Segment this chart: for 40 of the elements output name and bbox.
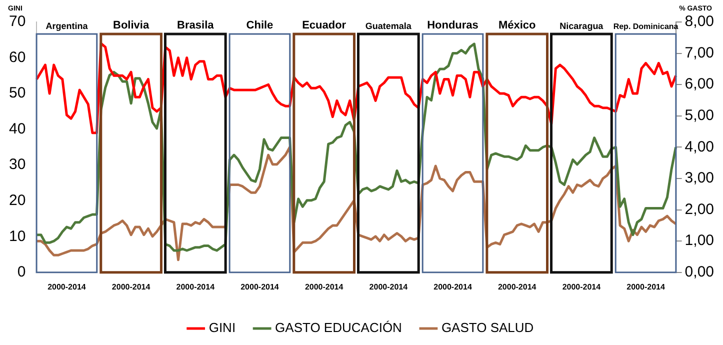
- annotation: Ecuador: [302, 20, 347, 32]
- x-tick-label: 2000-2014: [240, 282, 280, 292]
- y-tick-label: 10: [8, 228, 26, 245]
- y-tick-label: 20: [8, 192, 26, 209]
- annotation: Argentina: [46, 20, 89, 31]
- legend-label: GASTO SALUD: [441, 320, 534, 336]
- x-tick-label: 2000-2014: [112, 282, 151, 292]
- y2-tick-label: 4,00: [684, 138, 714, 156]
- y2-tick-label: 6,00: [684, 76, 714, 93]
- annotation: Rep. Dominicana: [613, 22, 679, 32]
- annotation: Nicaragua: [560, 20, 604, 31]
- legend-label: GINI: [208, 320, 236, 336]
- annotation: Bolivia: [113, 20, 150, 32]
- y2-tick-label: 3,00: [684, 170, 714, 187]
- x-tick-label: 2000-2014: [304, 282, 344, 292]
- annotation: Chile: [246, 20, 274, 32]
- annotation: Brasila: [177, 20, 215, 32]
- x-tick-label: 2000-2014: [562, 282, 602, 292]
- y2-tick-label: 0,00: [684, 264, 714, 281]
- y2-tick-label: 7,00: [684, 44, 714, 62]
- y2-tick-label: 2,00: [684, 200, 714, 218]
- y-tick-label: 30: [8, 156, 26, 174]
- y2-tick-label: 1,00: [684, 232, 714, 250]
- y-tick-label: 70: [8, 13, 26, 30]
- annotation: Guatemala: [365, 20, 412, 31]
- y2-tick-label: 5,00: [684, 107, 714, 124]
- annotation: México: [498, 20, 536, 32]
- legend-label: GASTO EDUCACIÓN: [275, 320, 402, 336]
- x-tick-label: 2000-2014: [48, 282, 86, 292]
- y-tick-label: 50: [8, 84, 26, 102]
- y-tick-label: 0: [17, 264, 26, 281]
- x-tick-label: 2000-2014: [498, 282, 537, 292]
- annotation: Honduras: [427, 20, 478, 32]
- y-tick-label: 40: [8, 120, 26, 138]
- x-tick-label: 2000-2014: [369, 282, 408, 292]
- x-tick-label: 2000-2014: [434, 282, 472, 292]
- x-tick-label: 2000-2014: [176, 282, 216, 292]
- y-tick-label: 60: [8, 48, 26, 66]
- y2-tick-label: 8,00: [684, 13, 714, 30]
- x-tick-label: 2000-2014: [626, 282, 666, 292]
